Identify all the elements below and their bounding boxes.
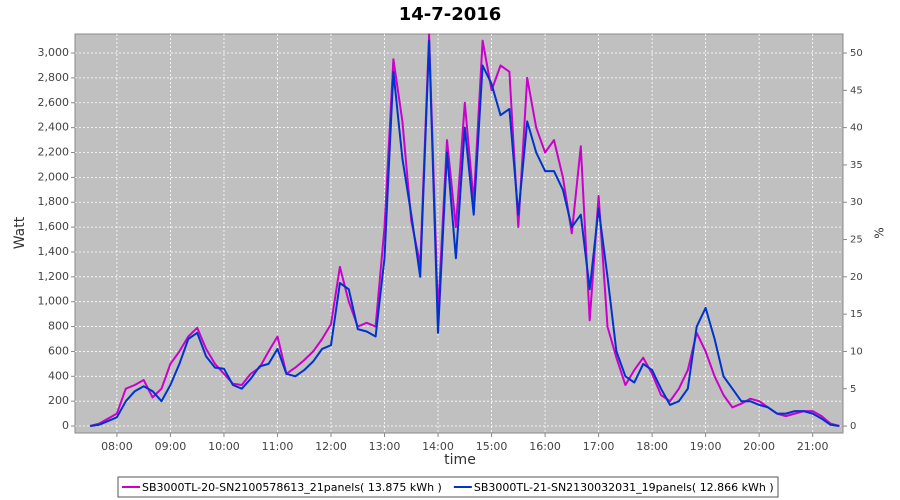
y-tick-label: 1,400 [38,245,70,258]
y2-tick-label: 20 [850,272,863,283]
x-tick-label: 10:00 [208,440,240,453]
x-tick-label: 11:00 [262,440,294,453]
y-axis-label: Watt [12,216,28,249]
y-tick-label: 800 [48,320,69,333]
x-tick-label: 12:00 [315,440,347,453]
y2-tick-label: 35 [850,160,863,171]
x-tick-label: 19:00 [690,440,722,453]
y-tick-label: 2,600 [38,96,70,109]
y-tick-label: 600 [48,344,69,357]
legend-label: SB3000TL-20-SN2100578613_21panels( 13.87… [142,481,442,494]
x-axis-label: time [444,452,476,468]
legend-label: SB3000TL-21-SN2130032031_19panels( 12.86… [474,481,774,494]
y-tick-label: 1,800 [38,195,70,208]
legend [117,476,779,498]
y2-tick-label: 5 [850,384,856,395]
x-tick-label: 13:00 [369,440,401,453]
y-tick-label: 1,200 [38,270,70,283]
x-tick-label: 21:00 [797,440,829,453]
y-tick-label: 1,000 [38,295,70,308]
y-tick-label: 3,000 [38,46,70,59]
y2-tick-label: 15 [850,309,863,320]
y2-tick-label: 0 [850,421,856,432]
y-tick-label: 2,200 [38,145,70,158]
y2-tick-label: 25 [850,235,863,246]
y-tick-label: 2,000 [38,170,70,183]
y2-tick-label: 45 [850,85,863,96]
x-tick-label: 16:00 [529,440,561,453]
y2-tick-label: 10 [850,346,863,357]
series-line [90,39,840,427]
plot-area [74,33,844,434]
y2-tick-label: 40 [850,123,863,134]
x-tick-label: 15:00 [476,440,508,453]
y-tick-label: 2,800 [38,71,70,84]
y2-axis-label: % [873,227,887,238]
x-tick-label: 09:00 [155,440,187,453]
y2-tick-label: 50 [850,48,863,59]
x-tick-label: 20:00 [743,440,775,453]
y-tick-label: 1,600 [38,220,70,233]
x-tick-label: 17:00 [583,440,615,453]
series-line [89,33,840,427]
y-tick-label: 400 [48,369,69,382]
y-tick-label: 0 [62,419,69,432]
x-tick-label: 14:00 [422,440,454,453]
y-tick-label: 200 [48,394,69,407]
x-tick-label: 08:00 [101,440,133,453]
x-tick-label: 18:00 [636,440,668,453]
y2-tick-label: 30 [850,197,863,208]
y-tick-label: 2,400 [38,121,70,134]
chart-title: 14-7-2016 [399,4,502,25]
